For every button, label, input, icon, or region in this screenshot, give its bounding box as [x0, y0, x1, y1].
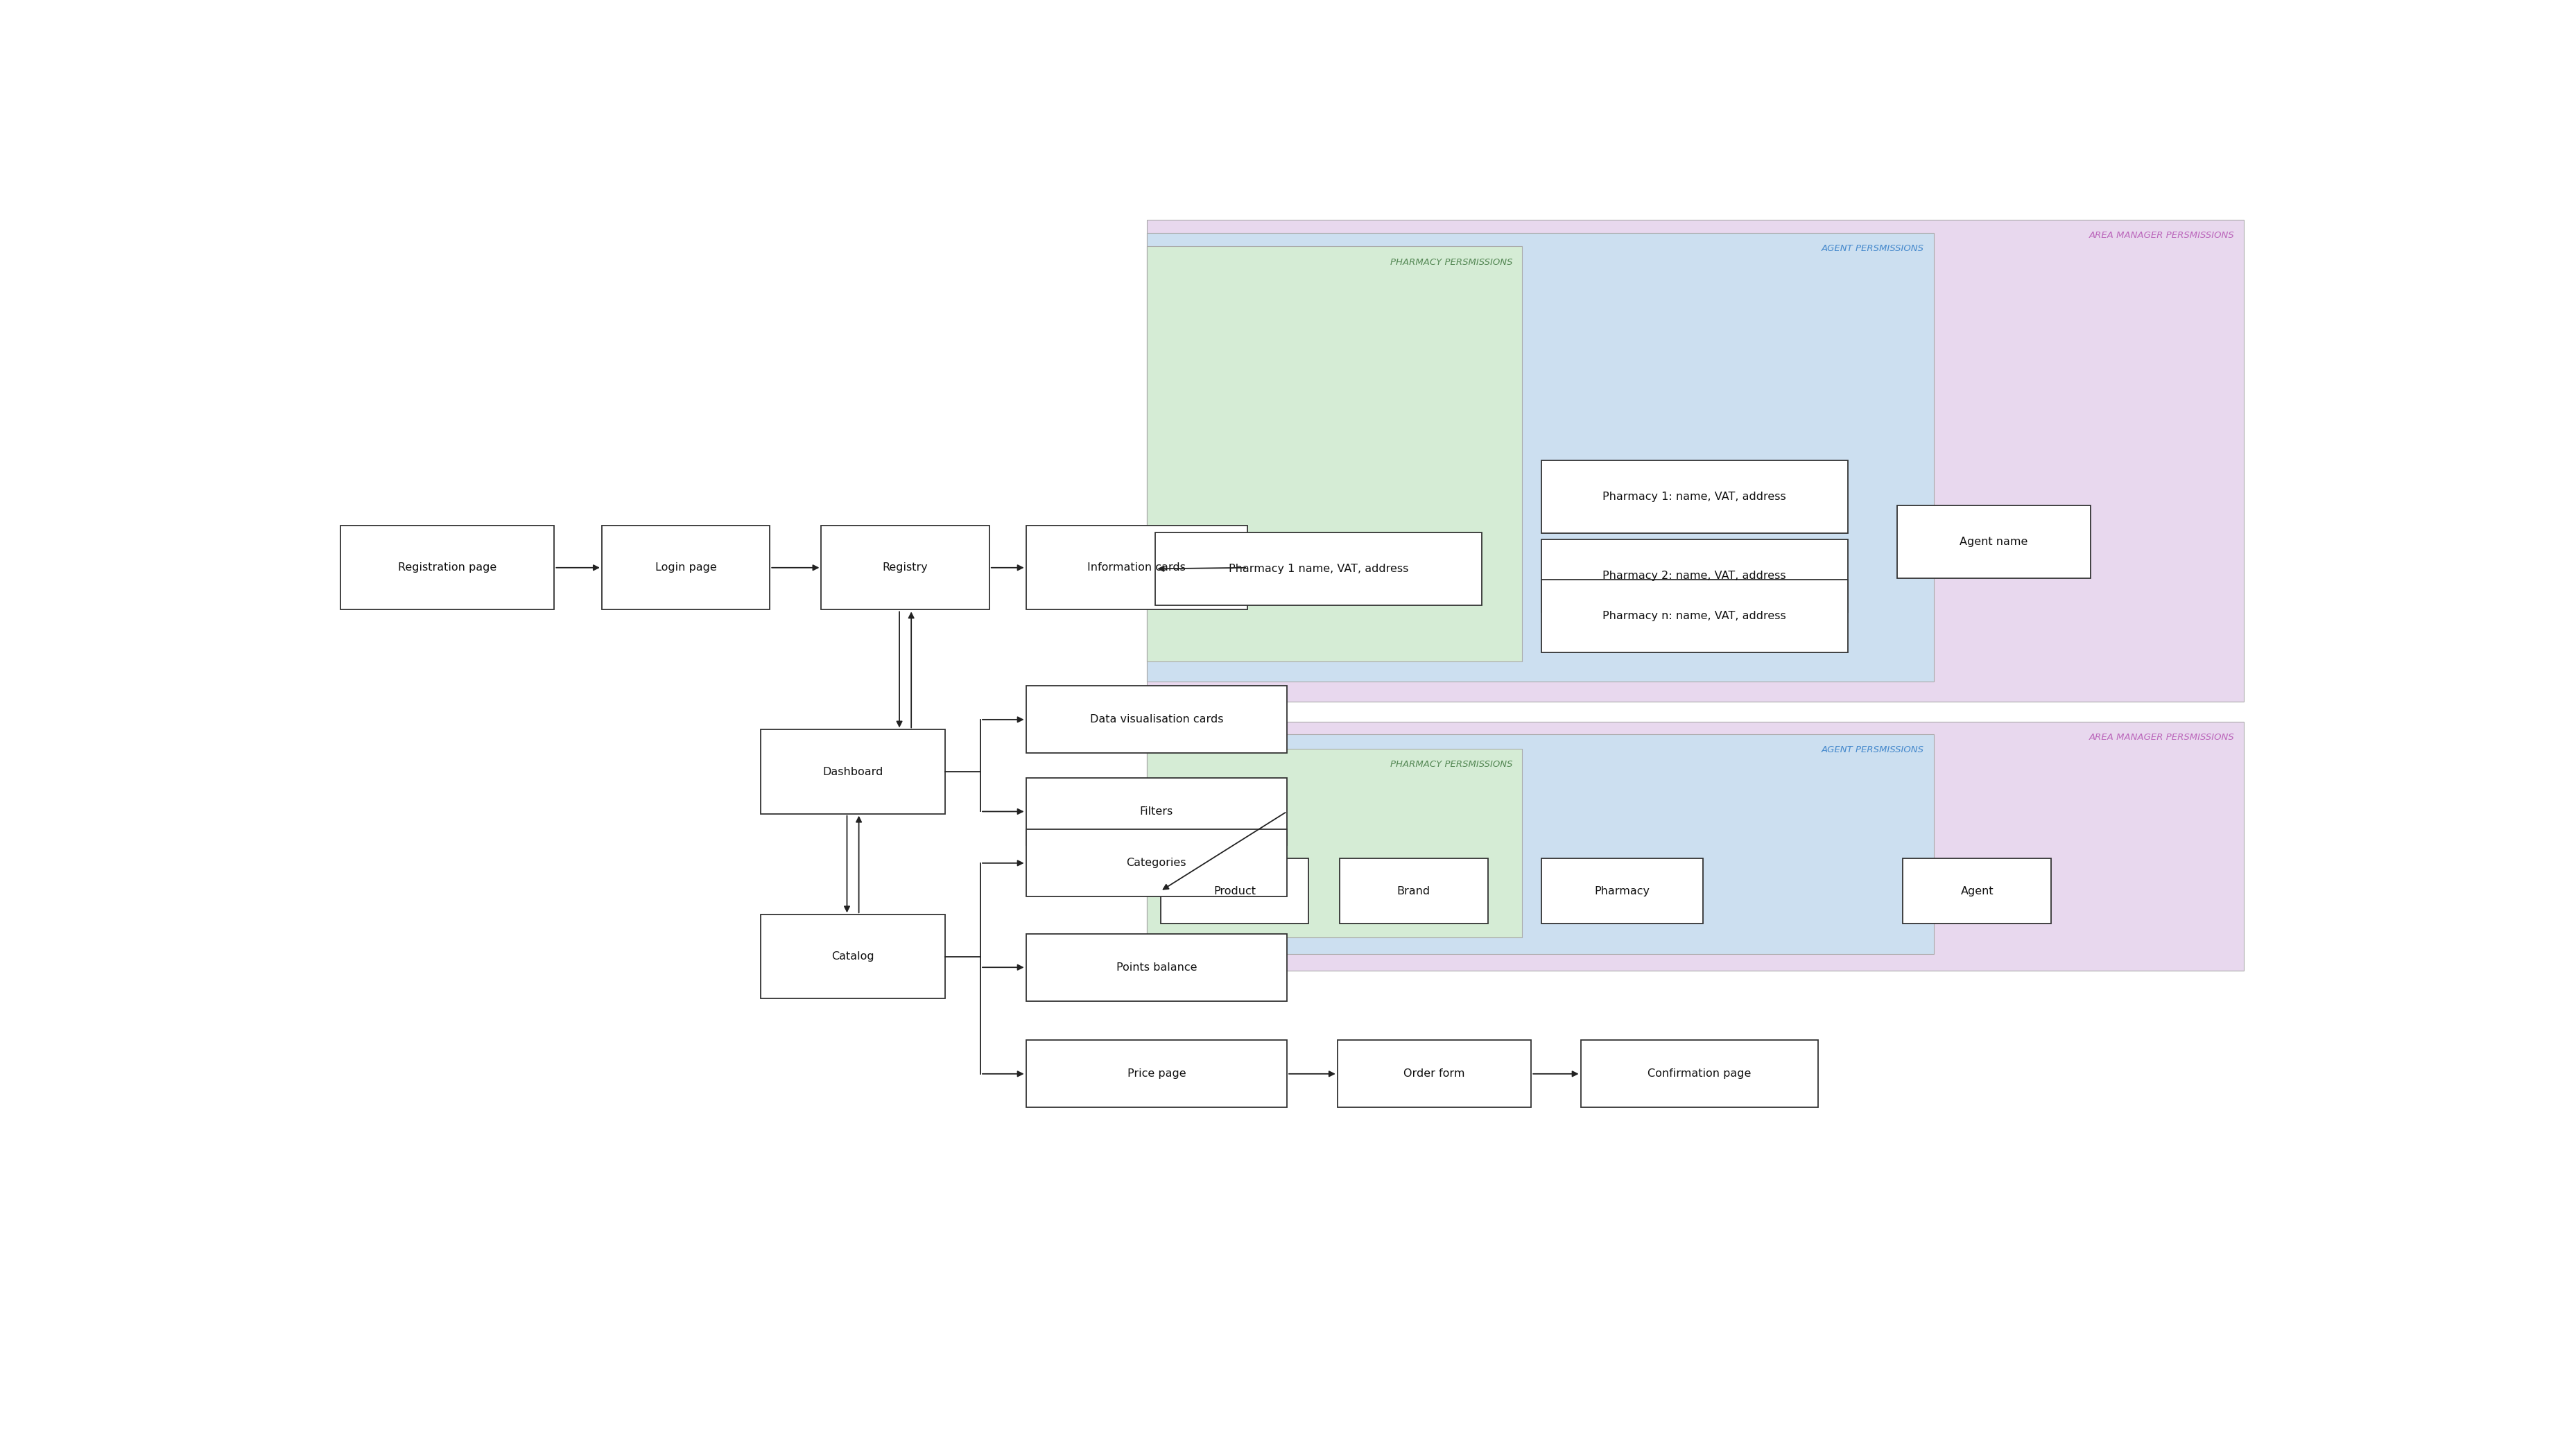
- Text: Dashboard: Dashboard: [821, 766, 883, 778]
- Bar: [760, 729, 944, 814]
- Bar: [1026, 526, 1247, 610]
- Text: Agent: Agent: [1959, 885, 1992, 897]
- Text: Data visualisation cards: Data visualisation cards: [1089, 715, 1222, 725]
- Text: Filters: Filters: [1140, 807, 1173, 817]
- Bar: [1145, 246, 1523, 661]
- Bar: [1161, 859, 1309, 923]
- Text: Pharmacy 1 name, VAT, address: Pharmacy 1 name, VAT, address: [1230, 563, 1408, 574]
- Bar: [821, 526, 990, 610]
- Text: AGENT PERSMISSIONS: AGENT PERSMISSIONS: [1821, 245, 1923, 253]
- Text: Points balance: Points balance: [1115, 962, 1196, 973]
- Text: Information cards: Information cards: [1087, 562, 1186, 572]
- Bar: [1145, 734, 1934, 954]
- Text: AGENT PERSMISSIONS: AGENT PERSMISSIONS: [1821, 745, 1923, 754]
- Bar: [1903, 859, 2051, 923]
- Text: Categories: Categories: [1125, 858, 1186, 868]
- Text: Registry: Registry: [883, 562, 929, 572]
- Bar: [1339, 859, 1487, 923]
- Text: Pharmacy 1: name, VAT, address: Pharmacy 1: name, VAT, address: [1602, 492, 1786, 502]
- Text: Pharmacy: Pharmacy: [1594, 885, 1650, 897]
- Text: AREA MANAGER PERSMISSIONS: AREA MANAGER PERSMISSIONS: [2089, 732, 2235, 743]
- Text: Login page: Login page: [656, 562, 717, 572]
- Bar: [1026, 686, 1286, 753]
- Text: PHARMACY PERSMISSIONS: PHARMACY PERSMISSIONS: [1390, 760, 1513, 769]
- Text: Agent name: Agent name: [1959, 537, 2028, 547]
- Text: AREA MANAGER PERSMISSIONS: AREA MANAGER PERSMISSIONS: [2089, 232, 2235, 240]
- Bar: [1895, 505, 2089, 578]
- Bar: [1026, 830, 1286, 897]
- Text: Pharmacy 2: name, VAT, address: Pharmacy 2: name, VAT, address: [1602, 571, 1786, 581]
- Text: Confirmation page: Confirmation page: [1648, 1069, 1750, 1079]
- Bar: [1579, 1040, 1816, 1108]
- Bar: [1145, 748, 1523, 938]
- Bar: [1026, 1040, 1286, 1108]
- Bar: [1541, 539, 1847, 612]
- Text: Registration page: Registration page: [398, 562, 497, 572]
- Bar: [1541, 460, 1847, 533]
- Text: PHARMACY PERSMISSIONS: PHARMACY PERSMISSIONS: [1390, 258, 1513, 266]
- Text: Product: Product: [1214, 885, 1255, 897]
- Text: Pharmacy n: name, VAT, address: Pharmacy n: name, VAT, address: [1602, 610, 1786, 622]
- Bar: [1026, 778, 1286, 844]
- Bar: [1145, 220, 2242, 702]
- Bar: [602, 526, 770, 610]
- Bar: [1145, 233, 1934, 681]
- Bar: [1541, 859, 1704, 923]
- Text: Order form: Order form: [1403, 1069, 1464, 1079]
- Text: Catalog: Catalog: [832, 952, 875, 962]
- Bar: [760, 914, 944, 999]
- Bar: [1156, 533, 1482, 606]
- Bar: [1337, 1040, 1531, 1108]
- Bar: [1145, 722, 2242, 971]
- Text: Price page: Price page: [1128, 1069, 1186, 1079]
- Text: Brand: Brand: [1395, 885, 1431, 897]
- Bar: [342, 526, 554, 610]
- Bar: [1541, 579, 1847, 652]
- Bar: [1026, 933, 1286, 1000]
